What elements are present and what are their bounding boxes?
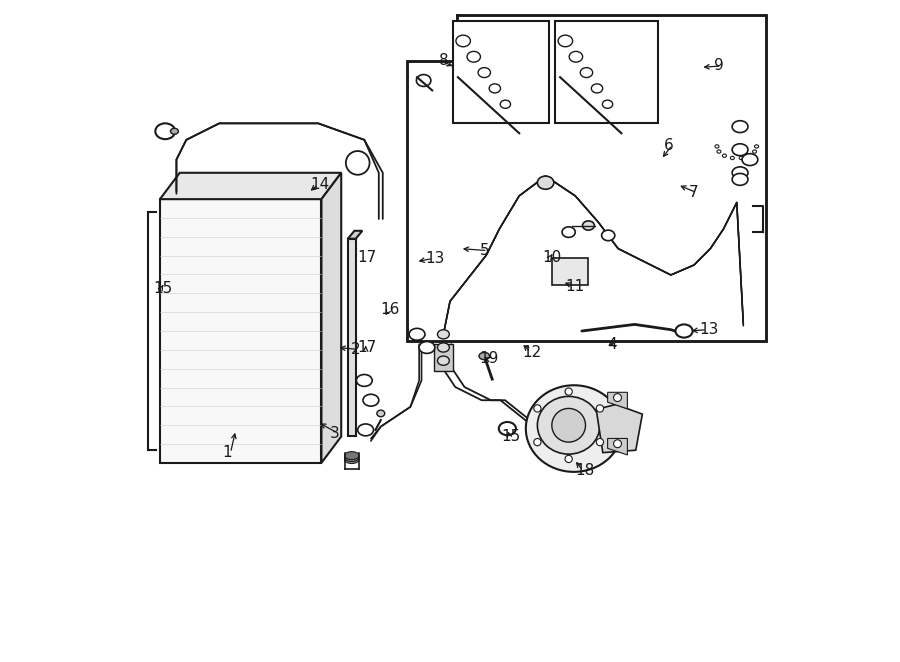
Polygon shape [347, 231, 363, 239]
Ellipse shape [715, 145, 719, 148]
Ellipse shape [739, 156, 743, 160]
Ellipse shape [580, 68, 593, 77]
Text: 8: 8 [439, 53, 449, 68]
Ellipse shape [526, 385, 622, 472]
Ellipse shape [345, 453, 359, 461]
Text: 15: 15 [501, 429, 521, 444]
Ellipse shape [732, 167, 748, 179]
Text: 10: 10 [543, 250, 562, 265]
Ellipse shape [345, 451, 359, 459]
Ellipse shape [562, 227, 575, 238]
Text: 4: 4 [607, 337, 616, 352]
Ellipse shape [467, 52, 481, 62]
Text: 17: 17 [357, 250, 377, 265]
Circle shape [552, 408, 586, 442]
Polygon shape [321, 173, 341, 463]
Ellipse shape [363, 395, 379, 406]
Ellipse shape [345, 455, 359, 463]
Ellipse shape [569, 52, 582, 62]
Text: 12: 12 [523, 345, 542, 359]
Polygon shape [407, 15, 767, 341]
Polygon shape [347, 239, 356, 436]
Text: 14: 14 [310, 177, 329, 192]
Ellipse shape [356, 375, 373, 387]
Polygon shape [160, 173, 341, 199]
Text: 17: 17 [357, 340, 377, 355]
Text: 1: 1 [222, 446, 232, 461]
Ellipse shape [170, 128, 178, 134]
Text: 9: 9 [714, 58, 724, 73]
Ellipse shape [357, 424, 374, 436]
Text: 5: 5 [480, 243, 490, 258]
Circle shape [597, 438, 604, 446]
Text: 19: 19 [480, 351, 499, 366]
Polygon shape [608, 393, 627, 409]
Ellipse shape [732, 120, 748, 132]
Ellipse shape [490, 84, 500, 93]
Ellipse shape [456, 35, 471, 47]
Polygon shape [608, 438, 627, 455]
Text: 2: 2 [351, 342, 361, 357]
Ellipse shape [752, 150, 757, 153]
Text: 16: 16 [381, 303, 400, 317]
Ellipse shape [747, 154, 752, 158]
Ellipse shape [602, 100, 613, 109]
Ellipse shape [582, 221, 594, 230]
Ellipse shape [537, 176, 554, 189]
Bar [434, 344, 454, 371]
Ellipse shape [732, 173, 748, 185]
Ellipse shape [732, 144, 748, 156]
Text: 15: 15 [153, 281, 173, 296]
Ellipse shape [156, 123, 176, 139]
Text: 11: 11 [565, 279, 585, 294]
Polygon shape [596, 404, 643, 453]
Circle shape [346, 151, 370, 175]
Ellipse shape [410, 328, 425, 340]
Ellipse shape [377, 410, 384, 416]
Ellipse shape [717, 150, 721, 153]
Ellipse shape [500, 100, 510, 109]
Ellipse shape [754, 145, 759, 148]
Text: 18: 18 [575, 463, 595, 478]
Bar [555, 21, 658, 123]
Ellipse shape [723, 154, 726, 158]
Ellipse shape [742, 154, 758, 166]
Circle shape [565, 455, 572, 463]
Ellipse shape [437, 330, 449, 339]
Ellipse shape [558, 35, 572, 47]
Ellipse shape [419, 342, 435, 354]
Ellipse shape [478, 68, 491, 77]
Ellipse shape [676, 324, 693, 338]
Circle shape [614, 394, 622, 402]
Circle shape [534, 438, 541, 446]
Text: 7: 7 [688, 185, 698, 200]
Ellipse shape [591, 84, 603, 93]
Circle shape [534, 404, 541, 412]
Ellipse shape [417, 75, 431, 87]
Ellipse shape [437, 343, 449, 352]
Text: 13: 13 [699, 322, 718, 337]
Polygon shape [160, 199, 321, 463]
Text: 13: 13 [425, 251, 445, 266]
Ellipse shape [601, 230, 615, 241]
Ellipse shape [731, 156, 734, 160]
Bar [553, 258, 589, 285]
Ellipse shape [437, 356, 449, 365]
Bar [454, 21, 549, 123]
Text: 3: 3 [330, 426, 340, 441]
Circle shape [597, 404, 604, 412]
Text: 6: 6 [664, 138, 674, 153]
Circle shape [614, 440, 622, 448]
Ellipse shape [537, 397, 600, 454]
Ellipse shape [499, 422, 516, 435]
Ellipse shape [479, 352, 490, 359]
Circle shape [565, 388, 572, 395]
